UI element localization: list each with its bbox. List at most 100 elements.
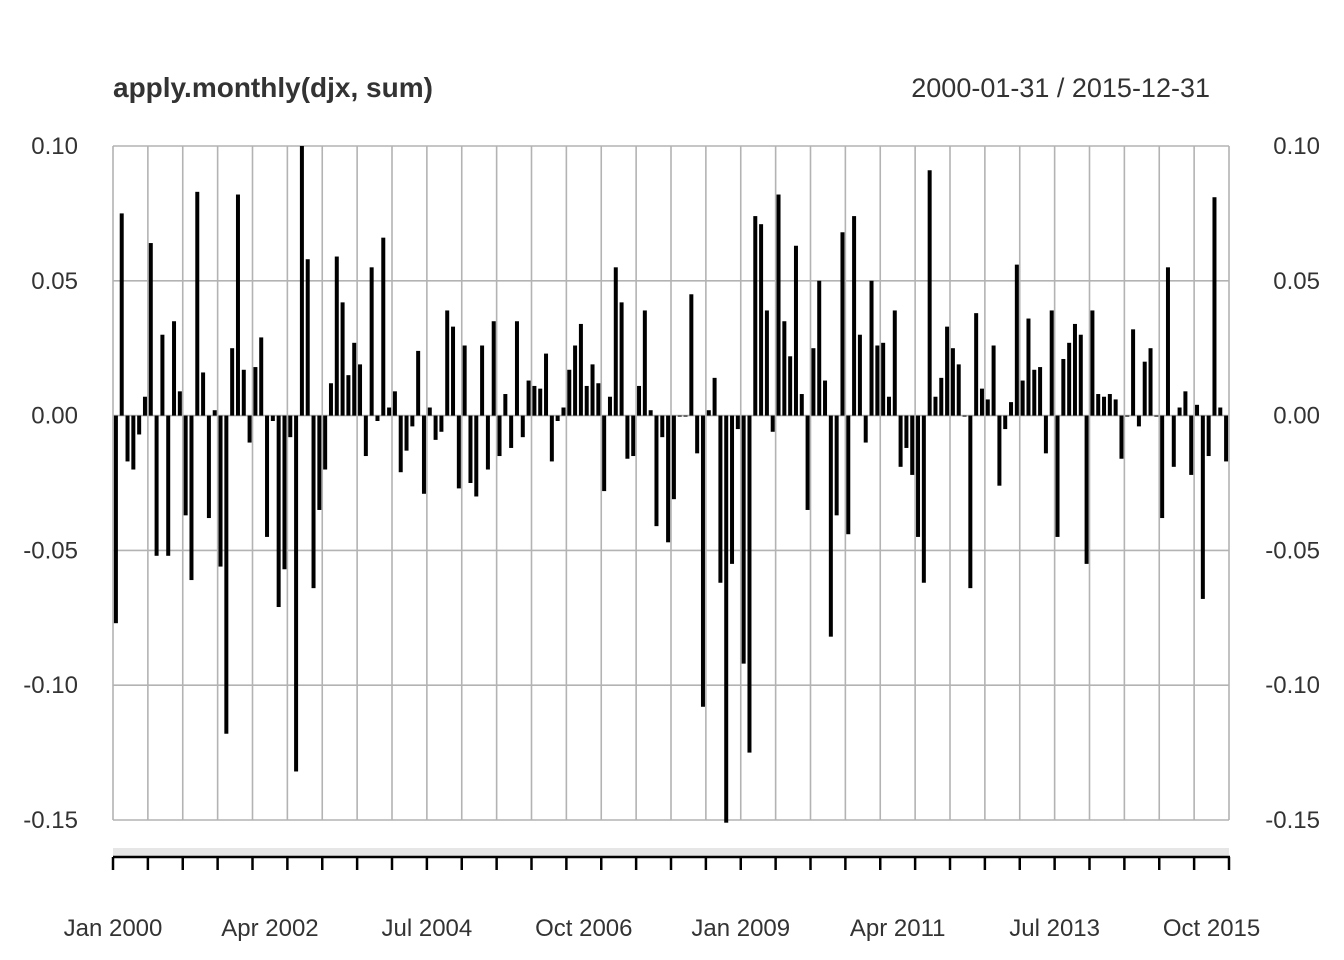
bar [892, 310, 897, 416]
bar [950, 348, 955, 416]
bar [573, 345, 578, 416]
bar [1038, 367, 1043, 416]
bar [189, 415, 194, 581]
y-axis-left: 0.10 0.05 0.00 -0.05 -0.10 -0.15 [23, 133, 78, 834]
y-tick-label-left: -0.10 [23, 672, 78, 699]
bar [294, 415, 299, 772]
bar [456, 415, 461, 489]
bar [148, 243, 153, 416]
bar [1107, 394, 1112, 416]
bar [276, 415, 281, 608]
bar [323, 415, 328, 470]
bar [625, 415, 630, 459]
bar [991, 345, 996, 416]
bar [718, 415, 723, 583]
y-tick-label-right: -0.05 [1265, 537, 1320, 564]
bar [218, 415, 223, 567]
bar [381, 237, 386, 416]
x-tick-label: Oct 2015 [1163, 915, 1260, 942]
bar [1090, 310, 1095, 416]
bar [956, 364, 961, 416]
bar [1212, 197, 1217, 416]
bar [811, 348, 816, 416]
bar [921, 415, 926, 583]
bar [561, 407, 566, 416]
bar [770, 415, 775, 432]
bar [1195, 404, 1200, 416]
bar [840, 232, 845, 416]
bar [305, 259, 310, 416]
bar [846, 415, 851, 535]
bar [764, 310, 769, 416]
bar [317, 415, 322, 510]
grid [112, 145, 1230, 821]
bar [183, 415, 188, 516]
bar [631, 415, 636, 457]
bar [485, 415, 490, 470]
x-tick-label: Jul 2004 [382, 915, 473, 942]
bar [904, 415, 909, 448]
bar [387, 407, 392, 416]
bar [265, 415, 270, 537]
bar [177, 391, 182, 416]
bar [259, 337, 264, 416]
bar [1183, 391, 1188, 416]
bar [869, 280, 874, 416]
bar [910, 415, 915, 475]
chart-date-range: 2000-01-31 / 2015-12-31 [911, 73, 1210, 103]
bar [1032, 369, 1037, 416]
bar [985, 399, 990, 416]
bar [288, 415, 293, 438]
x-axis-minor-ticks [113, 848, 1229, 857]
y-tick-label-right: -0.10 [1265, 672, 1320, 699]
y-tick-label-left: 0.05 [31, 268, 78, 295]
bar [509, 415, 514, 448]
bar [1171, 415, 1176, 467]
bar [1136, 415, 1141, 427]
bar [503, 394, 508, 416]
bar [613, 267, 618, 416]
bar [282, 415, 287, 570]
bar [421, 415, 426, 494]
bar [654, 415, 659, 527]
bar [212, 410, 217, 416]
bar [201, 372, 206, 416]
bar [962, 415, 967, 417]
bar [311, 415, 316, 589]
bar [154, 415, 159, 556]
bar [660, 415, 665, 438]
bar [480, 345, 485, 416]
bar [549, 415, 554, 462]
bar [1061, 358, 1066, 416]
bar [637, 385, 642, 416]
bar [788, 356, 793, 416]
bar [392, 391, 397, 416]
chart-title: apply.monthly(djx, sum) [113, 72, 433, 103]
bar [671, 415, 676, 500]
bar [596, 383, 601, 416]
bar [1026, 318, 1031, 416]
bar [224, 415, 229, 734]
bar [677, 415, 682, 417]
bar [1200, 415, 1205, 599]
bar [1224, 415, 1229, 462]
bar [1154, 415, 1159, 417]
bar [142, 396, 147, 416]
bar [776, 194, 781, 416]
bar [526, 380, 531, 416]
bar [642, 310, 647, 416]
bar [805, 415, 810, 510]
bar [369, 267, 374, 416]
bar [1043, 415, 1048, 454]
bar [578, 323, 583, 416]
y-tick-label-right: 0.10 [1273, 133, 1320, 160]
bar [590, 364, 595, 416]
bar [712, 377, 717, 416]
bar [544, 353, 549, 416]
bar [230, 348, 235, 416]
bar [520, 415, 525, 438]
bar [607, 396, 612, 416]
bar [979, 388, 984, 416]
bar [555, 415, 560, 421]
